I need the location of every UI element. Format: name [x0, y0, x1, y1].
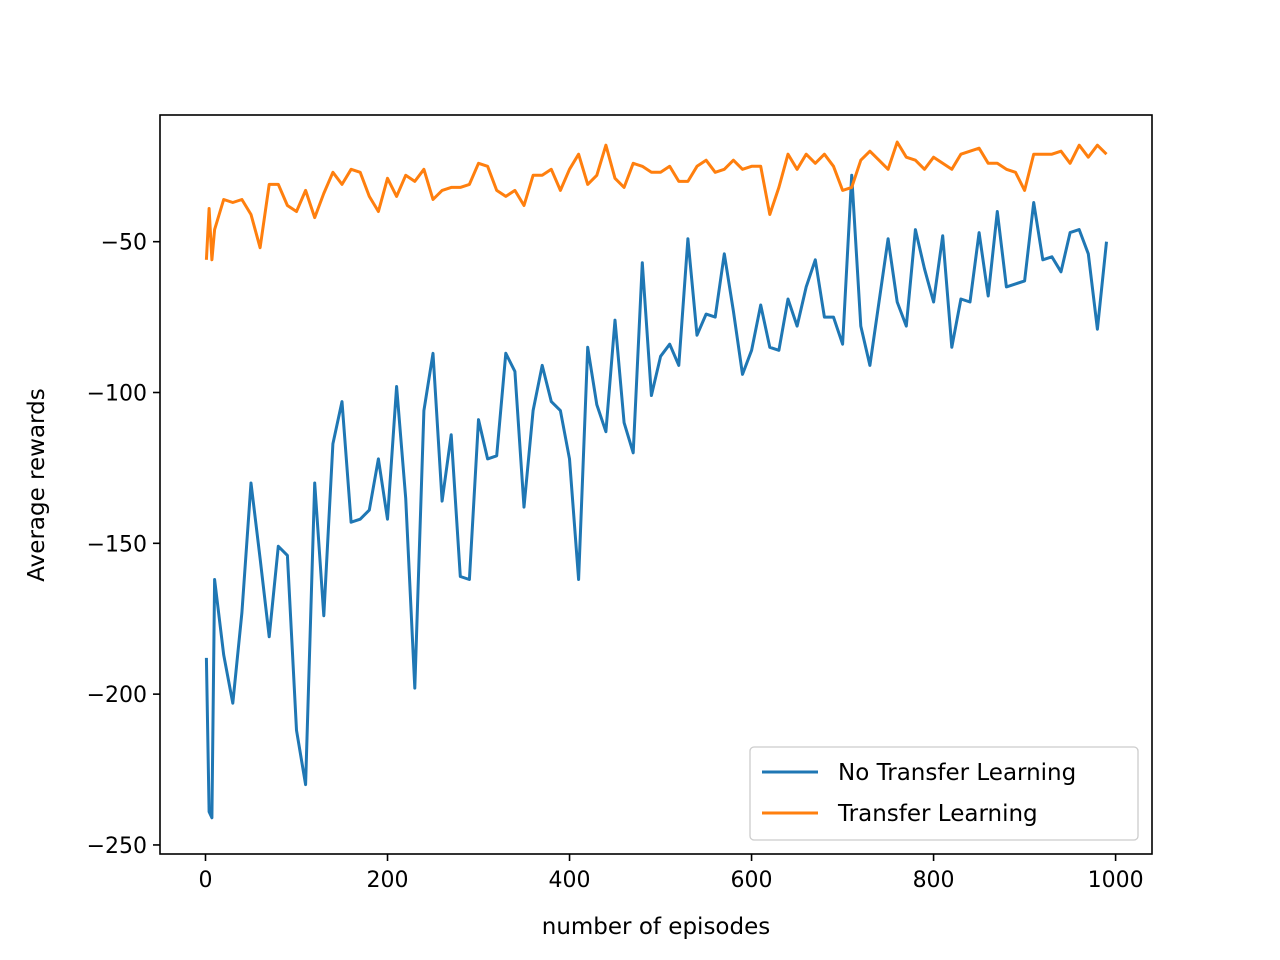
x-tick-label: 1000	[1088, 868, 1144, 893]
x-tick-label: 200	[367, 868, 409, 893]
y-tick-label: −250	[87, 834, 147, 859]
legend-box	[749, 746, 1139, 841]
y-tick-label: −50	[101, 231, 147, 256]
x-tick-label: 800	[913, 868, 955, 893]
axes-frame	[159, 114, 1153, 855]
x-tick-label: 0	[199, 868, 213, 893]
y-tick-label: −150	[87, 532, 147, 557]
plot-lines	[204, 140, 1108, 820]
legend-label-transfer: Transfer Learning	[837, 801, 1038, 827]
x-axis-ticks: 0 200 400 600 800 1000	[199, 854, 1144, 893]
x-axis-label: number of episodes	[542, 914, 770, 940]
series-line-0	[204, 173, 1108, 820]
legend: No Transfer Learning Transfer Learning	[749, 746, 1139, 841]
series-line-1	[204, 140, 1108, 262]
x-tick-label: 400	[549, 868, 591, 893]
y-tick-label: −100	[87, 382, 147, 407]
y-axis-ticks: −250 −200 −150 −100 −50	[87, 231, 160, 859]
x-tick-label: 600	[731, 868, 773, 893]
y-axis-label: Average rewards	[24, 388, 50, 581]
legend-label-no-transfer: No Transfer Learning	[838, 760, 1076, 786]
y-tick-label: −200	[87, 683, 147, 708]
